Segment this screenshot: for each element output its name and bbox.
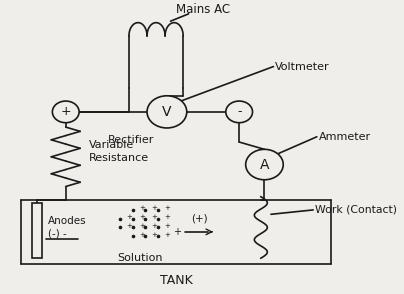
Text: Ammeter: Ammeter xyxy=(319,132,371,142)
Text: A: A xyxy=(260,158,269,172)
Text: +: + xyxy=(61,105,71,118)
Text: +: + xyxy=(139,206,145,211)
Text: +: + xyxy=(139,214,145,220)
Circle shape xyxy=(147,96,187,128)
Text: Mains AC: Mains AC xyxy=(176,3,230,16)
Text: V: V xyxy=(162,105,172,119)
Text: TANK: TANK xyxy=(160,274,192,287)
Circle shape xyxy=(226,101,252,123)
Text: +: + xyxy=(164,223,170,229)
Text: +: + xyxy=(164,206,170,211)
Text: +: + xyxy=(152,214,158,220)
Text: +: + xyxy=(139,223,145,229)
Text: Anodes
(-) -: Anodes (-) - xyxy=(48,216,86,239)
Text: Work (Contact): Work (Contact) xyxy=(315,205,397,215)
Text: +: + xyxy=(139,232,145,238)
Bar xyxy=(32,203,42,258)
Circle shape xyxy=(53,101,79,123)
Text: +: + xyxy=(164,214,170,220)
Text: Variable
Resistance: Variable Resistance xyxy=(89,141,149,163)
Text: Solution: Solution xyxy=(117,253,162,263)
Text: +: + xyxy=(164,232,170,238)
Text: +: + xyxy=(152,223,158,229)
Text: +: + xyxy=(126,214,132,220)
Text: +: + xyxy=(126,223,132,229)
Text: +: + xyxy=(152,232,158,238)
Text: +: + xyxy=(152,206,158,211)
Text: -: - xyxy=(237,105,242,118)
Text: (+): (+) xyxy=(191,213,208,223)
Text: Rectifier: Rectifier xyxy=(107,135,154,145)
Text: Voltmeter: Voltmeter xyxy=(275,61,330,71)
Circle shape xyxy=(246,149,283,180)
Text: +: + xyxy=(173,227,181,237)
